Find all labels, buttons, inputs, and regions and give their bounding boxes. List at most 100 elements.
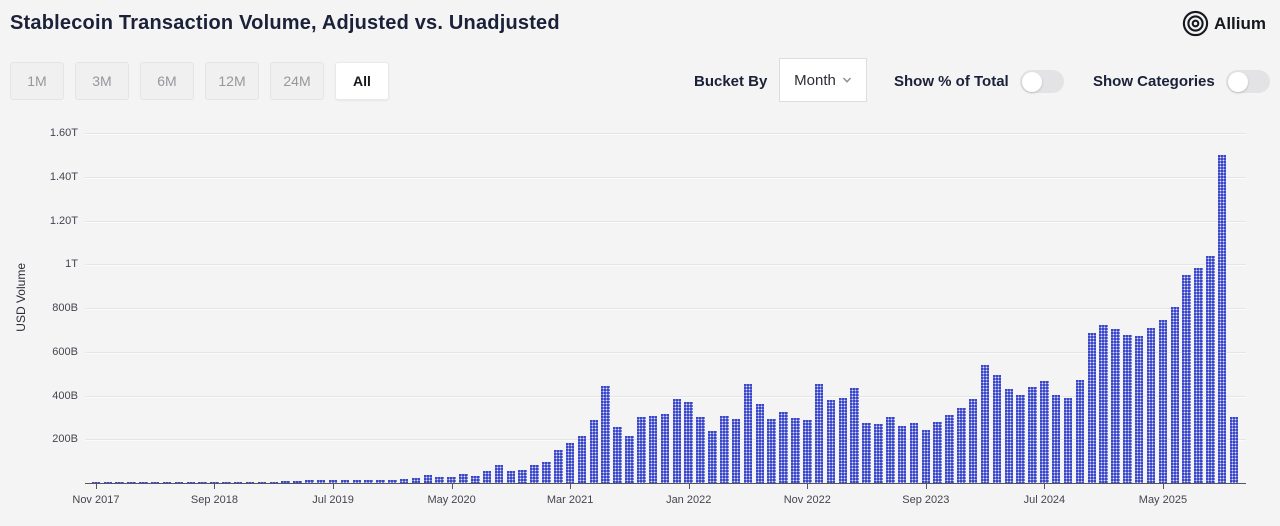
bar-may-2024[interactable]	[1016, 395, 1025, 483]
bar-apr-2025[interactable]	[1146, 328, 1156, 483]
bar-jan-2022[interactable]	[684, 402, 693, 483]
bar-jun-2020[interactable]	[459, 474, 468, 483]
bar-may-2025[interactable]	[1158, 320, 1168, 483]
bar-oct-2021[interactable]	[648, 415, 658, 483]
bar-jun-2025[interactable]	[1170, 306, 1180, 483]
bar-jun-2023[interactable]	[886, 417, 895, 483]
bar-mar-2021[interactable]	[565, 442, 575, 483]
show-percent-toggle[interactable]	[1020, 70, 1064, 93]
bar-sep-2020[interactable]	[494, 465, 504, 483]
bar-jan-2021[interactable]	[542, 462, 551, 483]
bar-jan-2023[interactable]	[826, 399, 836, 483]
bar-aug-2021[interactable]	[625, 435, 634, 483]
bar-feb-2025[interactable]	[1123, 334, 1132, 483]
bar-mar-2019[interactable]	[281, 481, 290, 483]
bar-nov-2024[interactable]	[1087, 333, 1097, 483]
bar-may-2020[interactable]	[447, 476, 456, 483]
range-button-12m[interactable]: 12M	[205, 62, 259, 100]
bar-nov-2018[interactable]	[233, 481, 243, 483]
bar-sep-2022[interactable]	[779, 412, 788, 483]
bucket-by-select[interactable]: Month	[779, 58, 867, 102]
bar-jun-2022[interactable]	[743, 384, 753, 483]
bar-aug-2024[interactable]	[1051, 395, 1061, 483]
bar-aug-2018[interactable]	[198, 482, 207, 483]
bar-jan-2024[interactable]	[968, 399, 978, 483]
bar-oct-2023[interactable]	[933, 421, 942, 483]
bar-jun-2024[interactable]	[1028, 386, 1037, 483]
bar-sep-2025[interactable]	[1206, 255, 1215, 483]
bar-jul-2024[interactable]	[1040, 380, 1049, 483]
bar-apr-2021[interactable]	[577, 435, 587, 483]
bar-oct-2022[interactable]	[791, 417, 800, 483]
bar-jan-2025[interactable]	[1111, 329, 1120, 483]
bar-jul-2018[interactable]	[186, 482, 196, 483]
bar-sep-2021[interactable]	[637, 417, 646, 483]
bar-oct-2020[interactable]	[506, 471, 516, 483]
bar-oct-2025[interactable]	[1217, 154, 1227, 483]
bar-nov-2019[interactable]	[376, 479, 385, 483]
bar-jan-2020[interactable]	[399, 479, 409, 483]
bar-mar-2023[interactable]	[850, 387, 859, 483]
bar-dec-2022[interactable]	[814, 384, 824, 483]
bar-dec-2017[interactable]	[103, 482, 113, 483]
bar-aug-2019[interactable]	[340, 480, 350, 483]
bar-feb-2021[interactable]	[554, 449, 563, 483]
bar-feb-2018[interactable]	[127, 482, 136, 483]
bar-nov-2025[interactable]	[1229, 417, 1239, 483]
bar-apr-2024[interactable]	[1004, 388, 1014, 483]
range-button-3m[interactable]: 3M	[75, 62, 129, 100]
bar-feb-2022[interactable]	[696, 417, 705, 483]
bar-oct-2024[interactable]	[1075, 379, 1085, 483]
range-button-24m[interactable]: 24M	[270, 62, 324, 100]
bar-nov-2020[interactable]	[518, 469, 527, 483]
bar-may-2023[interactable]	[874, 423, 883, 483]
bar-nov-2021[interactable]	[660, 413, 670, 483]
bar-jun-2018[interactable]	[174, 482, 184, 483]
bar-feb-2019[interactable]	[269, 481, 278, 483]
bar-feb-2023[interactable]	[838, 397, 848, 483]
bar-dec-2019[interactable]	[388, 479, 397, 483]
bar-aug-2025[interactable]	[1194, 267, 1203, 483]
bar-apr-2018[interactable]	[150, 482, 160, 483]
bar-nov-2017[interactable]	[91, 482, 101, 483]
bar-jul-2022[interactable]	[755, 404, 765, 483]
range-button-6m[interactable]: 6M	[140, 62, 194, 100]
bar-apr-2023[interactable]	[862, 423, 871, 483]
bar-aug-2022[interactable]	[767, 418, 776, 483]
bar-nov-2022[interactable]	[803, 420, 812, 483]
bar-sep-2023[interactable]	[921, 429, 931, 483]
bar-may-2018[interactable]	[162, 482, 172, 483]
bar-sep-2019[interactable]	[352, 479, 361, 483]
bar-may-2022[interactable]	[731, 418, 741, 483]
range-button-1m[interactable]: 1M	[10, 62, 64, 100]
bar-dec-2021[interactable]	[672, 399, 682, 483]
bar-oct-2019[interactable]	[364, 479, 373, 483]
bar-jun-2021[interactable]	[601, 386, 610, 483]
bar-jul-2021[interactable]	[613, 426, 622, 483]
bar-dec-2018[interactable]	[245, 481, 255, 483]
bar-aug-2023[interactable]	[909, 423, 919, 483]
bar-feb-2024[interactable]	[980, 364, 990, 483]
bar-jul-2019[interactable]	[328, 480, 338, 483]
bar-oct-2018[interactable]	[222, 481, 231, 483]
bar-mar-2025[interactable]	[1134, 335, 1144, 483]
bar-dec-2023[interactable]	[957, 407, 966, 483]
bar-dec-2020[interactable]	[530, 465, 539, 483]
bar-nov-2023[interactable]	[945, 414, 954, 483]
bar-apr-2022[interactable]	[720, 415, 729, 483]
bar-jun-2019[interactable]	[316, 480, 326, 483]
bar-mar-2024[interactable]	[992, 374, 1002, 483]
bar-may-2021[interactable]	[589, 420, 599, 483]
bar-jul-2020[interactable]	[471, 475, 480, 483]
bar-feb-2020[interactable]	[411, 478, 421, 483]
bar-apr-2020[interactable]	[435, 476, 444, 483]
bar-sep-2018[interactable]	[210, 482, 219, 483]
bar-mar-2022[interactable]	[708, 430, 717, 483]
bar-jan-2019[interactable]	[257, 481, 267, 483]
bar-apr-2019[interactable]	[293, 480, 302, 483]
bar-jan-2018[interactable]	[115, 482, 124, 483]
bar-jul-2025[interactable]	[1182, 275, 1191, 483]
bar-mar-2018[interactable]	[139, 482, 148, 483]
show-categories-toggle[interactable]	[1226, 70, 1270, 93]
bar-mar-2020[interactable]	[423, 474, 433, 483]
